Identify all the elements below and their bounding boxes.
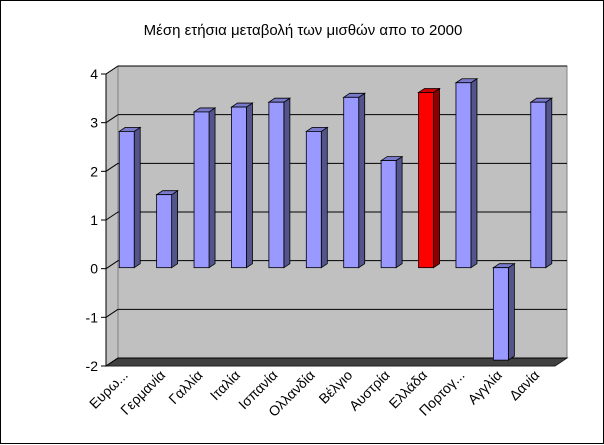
bar-side	[171, 189, 179, 269]
bar	[192, 107, 217, 269]
category-label: Αυστρία	[346, 367, 393, 414]
bar-front	[156, 194, 173, 269]
gridline-side	[105, 260, 119, 270]
y-tick-label: 1	[90, 212, 98, 228]
y-tick-label: 2	[90, 163, 98, 179]
bar-front	[530, 101, 547, 269]
bar-side	[545, 97, 553, 269]
y-tick-label: 0	[90, 261, 98, 277]
bar-side	[433, 87, 440, 269]
gridline-side	[105, 162, 119, 172]
bar-side	[320, 126, 328, 269]
y-tick-label: -1	[86, 309, 99, 325]
bar-front	[455, 82, 472, 269]
bar-side	[395, 155, 403, 269]
bar-front	[231, 106, 247, 269]
bar	[379, 155, 404, 269]
bar	[155, 189, 179, 269]
bar-side	[208, 107, 216, 269]
y-tick-label: -2	[86, 358, 99, 374]
bar-front	[492, 267, 509, 361]
bar	[304, 126, 329, 269]
bar	[454, 77, 479, 269]
bar-side	[470, 77, 478, 269]
bar-side	[507, 262, 515, 361]
y-tick-label: 4	[90, 66, 98, 82]
gridline-side	[105, 308, 119, 318]
y-tick-label: 3	[90, 115, 98, 131]
bar-side	[358, 92, 366, 269]
bar	[267, 97, 292, 269]
bar-front	[343, 96, 360, 269]
bar	[117, 126, 142, 269]
category-label: Αγγλία	[464, 367, 505, 408]
bar-side	[133, 126, 141, 269]
bar-side	[246, 102, 253, 269]
bar	[417, 87, 441, 269]
chart-title: Μέση ετήσια μεταβολή των μισθών απο το 2…	[144, 22, 463, 39]
gridline-side	[105, 114, 119, 124]
bar	[230, 102, 254, 269]
bar-side	[283, 97, 291, 269]
bar-front	[193, 111, 210, 269]
bar-front	[418, 92, 434, 269]
bar-front	[380, 160, 397, 269]
gridline-side	[105, 357, 119, 367]
category-label: Δανία	[506, 367, 543, 404]
category-label: Γαλλία	[165, 367, 205, 407]
gridline-side	[105, 65, 119, 75]
bar-front	[118, 130, 135, 269]
bar-front	[268, 101, 285, 269]
bar	[342, 92, 367, 269]
bar	[529, 97, 554, 269]
bar	[492, 262, 516, 361]
gridline-side	[105, 211, 119, 221]
bar-front	[305, 130, 322, 269]
